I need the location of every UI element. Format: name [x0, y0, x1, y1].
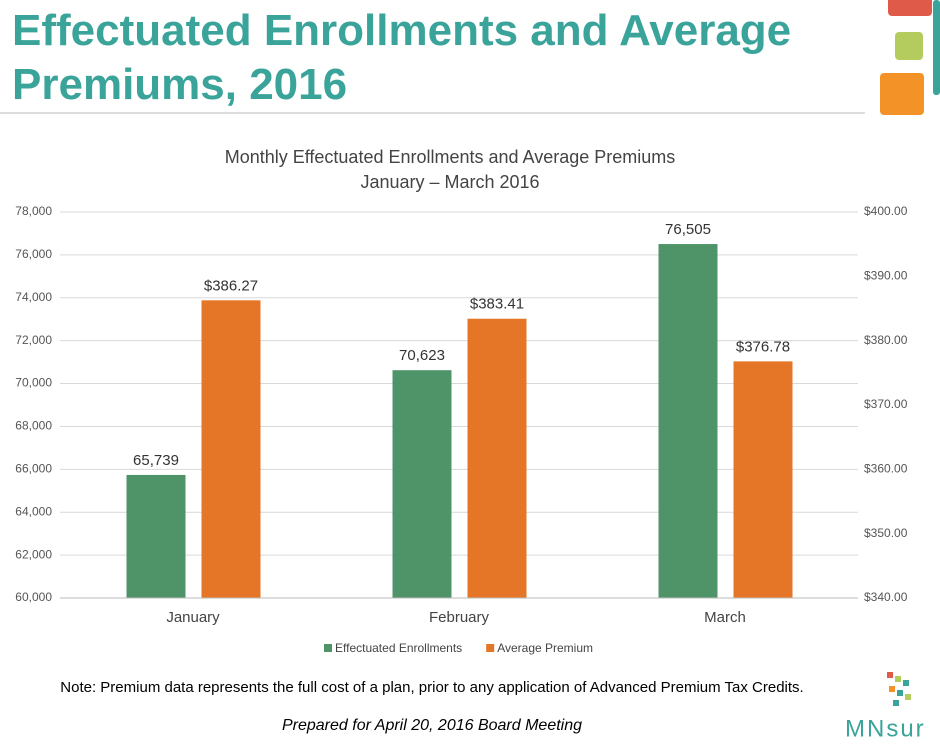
- bar: [658, 244, 718, 598]
- legend-label: Effectuated Enrollments: [335, 641, 462, 655]
- note: Note: Premium data represents the full c…: [60, 679, 803, 696]
- legend-swatch: [324, 644, 332, 652]
- y-tick-label: 68,000: [15, 419, 52, 433]
- y-tick-label: 66,000: [15, 462, 52, 476]
- data-label: $376.78: [736, 338, 790, 355]
- y2-tick-label: $360.00: [864, 462, 908, 476]
- chart-subtitle: January – March 2016: [360, 172, 539, 192]
- x-tick-label: January: [166, 609, 220, 626]
- data-label: 76,505: [665, 221, 711, 238]
- y2-tick-label: $380.00: [864, 333, 908, 347]
- y2-tick-label: $390.00: [864, 269, 908, 283]
- decor-square: [895, 32, 923, 60]
- decor-bar: [933, 0, 940, 95]
- y2-tick-label: $370.00: [864, 397, 908, 411]
- legend-label: Average Premium: [497, 641, 593, 655]
- y-tick-label: 78,000: [15, 204, 52, 218]
- slide-title: Effectuated Enrollments and Average Prem…: [12, 6, 792, 109]
- y-tick-label: 76,000: [15, 247, 52, 261]
- bar: [126, 474, 186, 598]
- y2-tick-label: $340.00: [864, 590, 908, 604]
- y2-tick-label: $350.00: [864, 526, 908, 540]
- bar: [467, 318, 527, 598]
- y-tick-label: 64,000: [15, 504, 52, 518]
- chart-title: Monthly Effectuated Enrollments and Aver…: [225, 147, 676, 167]
- y-tick-label: 72,000: [15, 333, 52, 347]
- y-tick-label: 60,000: [15, 590, 52, 604]
- data-label: 70,623: [399, 347, 445, 364]
- data-label: $383.41: [470, 296, 524, 313]
- logo-icon: [887, 672, 911, 706]
- decor-square: [880, 73, 924, 115]
- decor-square: [888, 0, 932, 16]
- y-tick-label: 62,000: [15, 547, 52, 561]
- x-tick-label: February: [429, 609, 490, 626]
- y2-tick-label: $400.00: [864, 204, 908, 218]
- logo-text: MNsur: [845, 715, 926, 742]
- y-tick-label: 70,000: [15, 376, 52, 390]
- bar: [201, 300, 261, 598]
- bar: [733, 361, 793, 598]
- legend-swatch: [486, 644, 495, 652]
- footer: Prepared for April 20, 2016 Board Meetin…: [282, 717, 582, 734]
- x-tick-label: March: [704, 609, 746, 626]
- y-tick-label: 74,000: [15, 290, 52, 304]
- data-label: $386.27: [204, 277, 258, 294]
- bar: [392, 370, 452, 598]
- data-label: 65,739: [133, 452, 179, 469]
